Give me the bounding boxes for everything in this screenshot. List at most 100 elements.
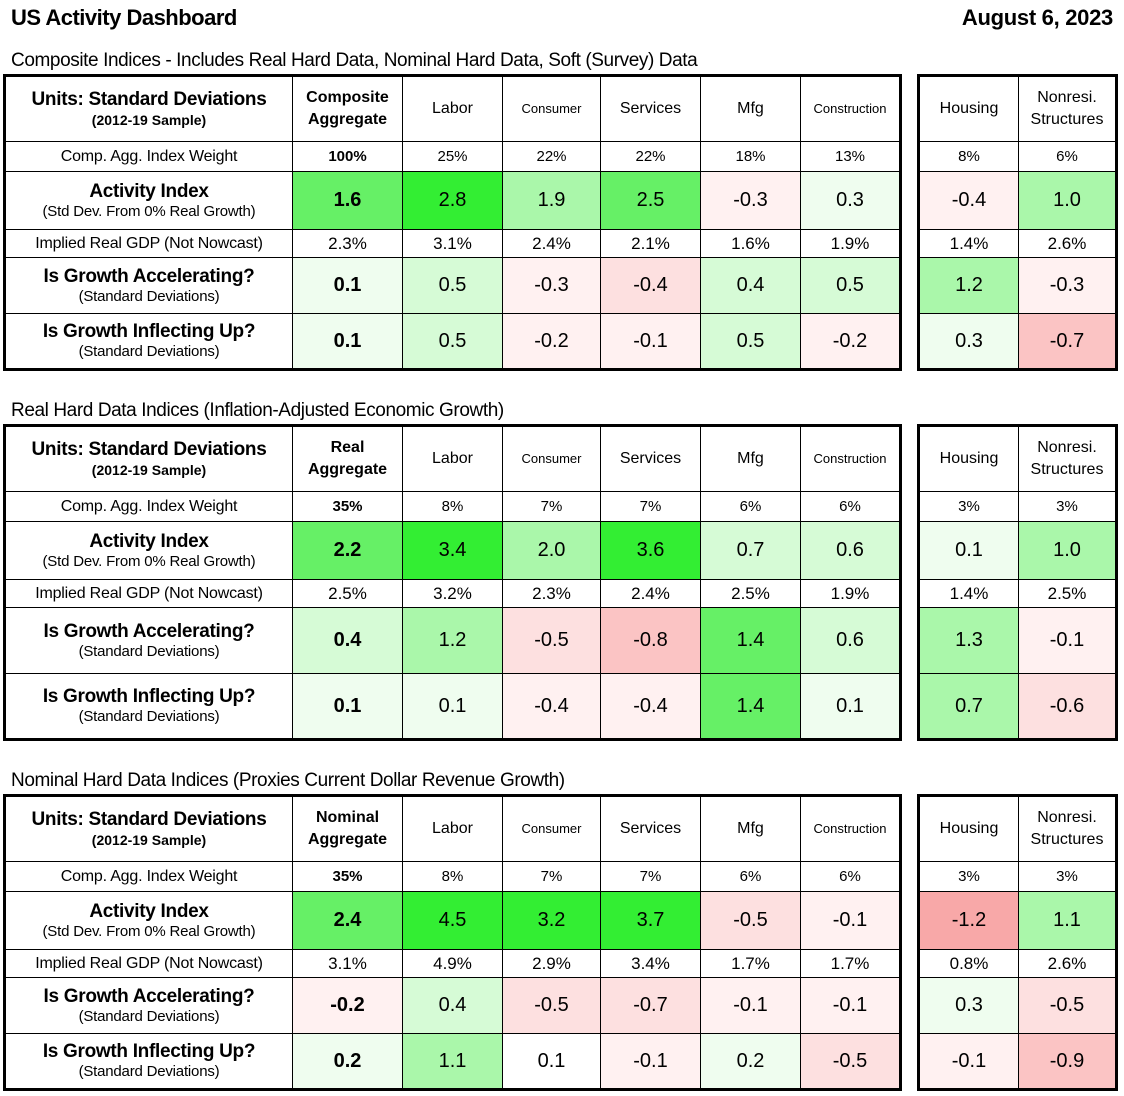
- activity-cell-value: 4.5: [438, 909, 467, 931]
- accelerating-cell-value: 0.4: [736, 274, 765, 296]
- table-row: Is Growth Inflecting Up? (Standard Deviat…: [4, 1033, 901, 1090]
- gdp-cell-value: 1.6%: [731, 233, 770, 253]
- inflecting-cell-value: -0.7: [1049, 329, 1085, 352]
- gdp-cell-value: 1.9%: [830, 233, 870, 253]
- weight-row-label-value: Comp. Agg. Index Weight: [60, 497, 238, 515]
- weight-cell-value: 6%: [839, 497, 861, 515]
- table-row: Comp. Agg. Index Weight 100% 25% 22% 22% 18% 1…: [4, 141, 901, 172]
- weight-cell-value: 3%: [958, 867, 980, 885]
- accelerating-cell-value: 1.2: [955, 274, 983, 296]
- accelerating-cell: -0.2: [292, 977, 403, 1034]
- column-header-construction-value: Construction: [813, 821, 887, 836]
- table-row: 1.3 -0.1: [918, 607, 1117, 674]
- aggregate-header-line-2: Aggregate: [307, 831, 388, 848]
- activity-cell-value: -0.1: [832, 909, 868, 931]
- inflecting-cell: -0.6: [1018, 673, 1117, 740]
- activity-cell-value: -1.2: [951, 909, 987, 931]
- column-header-labor: Labor: [402, 425, 503, 492]
- accelerating-cell: 1.4: [700, 607, 801, 674]
- activity-cell-value: 3.6: [636, 539, 665, 561]
- activity-cell-value: 0.3: [836, 189, 864, 211]
- column-header-construction: Construction: [800, 75, 901, 142]
- column-header-construction: Construction: [800, 795, 901, 862]
- column-header-construction-value: Construction: [813, 451, 887, 466]
- weight-cell-value: 100%: [328, 147, 367, 165]
- table-row: 1.4% 2.6%: [918, 229, 1117, 258]
- table-row: 0.7 -0.6: [918, 673, 1117, 740]
- weight-cell-value: 18%: [735, 147, 766, 165]
- inflecting-cell-value: -0.1: [633, 1049, 668, 1072]
- table-row: 3% 3%: [918, 861, 1117, 892]
- activity-cell-value: 0.7: [736, 539, 765, 561]
- aggregate-header-line-1: Composite: [306, 89, 389, 106]
- activity-cell: -0.4: [918, 171, 1019, 230]
- gdp-cell-value: 2.6%: [1047, 953, 1087, 973]
- accelerating-cell: -0.5: [502, 977, 601, 1034]
- units-label-line-1: Units: Standard Deviations: [31, 439, 267, 460]
- accelerating-cell: 0.4: [292, 607, 403, 674]
- accelerating-cell-value: 0.4: [333, 629, 362, 651]
- weight-cell: 7%: [600, 861, 701, 892]
- section-title: Composite Indices - Includes Real Hard D…: [11, 50, 698, 71]
- accelerating-cell-value: 0.3: [955, 994, 983, 1016]
- column-header-nonresidential-line-2: Structures: [1030, 461, 1104, 478]
- weight-cell: 3%: [1018, 861, 1117, 892]
- gdp-row-label: Implied Real GDP (Not Nowcast): [4, 949, 293, 978]
- table-row: Implied Real GDP (Not Nowcast) 2.3% 3.1% 2.…: [4, 229, 901, 258]
- gdp-cell-value: 2.1%: [631, 233, 670, 253]
- table-row: Implied Real GDP (Not Nowcast) 2.5% 3.2% 2.…: [4, 579, 901, 608]
- accelerating-cell-value: 0.4: [438, 994, 467, 1016]
- column-header-services: Services: [600, 425, 701, 492]
- activity-cell-value: 1.0: [1053, 539, 1081, 561]
- inflecting-row-label-line-1: Is Growth Inflecting Up?: [42, 686, 256, 707]
- activity-cell: 0.6: [800, 521, 901, 580]
- activity-cell: 3.7: [600, 891, 701, 950]
- inflecting-cell-value: 0.5: [438, 329, 467, 352]
- weight-cell-value: 8%: [958, 147, 980, 165]
- table-row: Comp. Agg. Index Weight 35% 8% 7% 7% 6% 6%: [4, 491, 901, 522]
- inflecting-cell-value: 0.5: [736, 329, 765, 352]
- gdp-row-label-value: Implied Real GDP (Not Nowcast): [35, 584, 263, 602]
- accelerating-cell: -0.4: [600, 257, 701, 314]
- column-header-nonresidential-line-1: Nonresi.: [1037, 89, 1097, 106]
- table-row: 0.3 -0.5: [918, 977, 1117, 1034]
- activity-cell-value: 3.7: [636, 909, 665, 931]
- activity-cell-value: 1.0: [1053, 189, 1081, 211]
- weight-cell: 7%: [502, 861, 601, 892]
- weight-cell: 3%: [918, 861, 1019, 892]
- accelerating-cell-value: -0.2: [330, 994, 365, 1016]
- weight-cell-value: 35%: [332, 867, 363, 885]
- weight-cell: 100%: [292, 141, 403, 172]
- column-header-labor: Labor: [402, 795, 503, 862]
- gdp-cell-value: 2.4%: [631, 583, 670, 603]
- table-row: Activity Index (Std Dev. From 0% Real Gro…: [4, 521, 901, 580]
- weight-cell-value: 6%: [739, 867, 762, 885]
- inflecting-cell: 0.1: [502, 1033, 601, 1090]
- column-header-nonresidential: Nonresi. Structures: [1018, 75, 1117, 142]
- activity-row-label: Activity Index (Std Dev. From 0% Real Gro…: [4, 891, 293, 950]
- accelerating-cell-value: 0.1: [333, 274, 362, 296]
- table-row: Is Growth Accelerating? (Standard Deviati…: [4, 977, 901, 1034]
- weight-cell: 6%: [700, 861, 801, 892]
- inflecting-row-label-line-1: Is Growth Inflecting Up?: [42, 1041, 256, 1062]
- aggregate-header: Composite Aggregate: [292, 75, 403, 142]
- gdp-cell-value: 2.6%: [1047, 233, 1087, 253]
- accelerating-row-label-line-1: Is Growth Accelerating?: [43, 265, 255, 287]
- activity-cell: 0.7: [700, 521, 801, 580]
- accelerating-row-label-line-2: (Standard Deviations): [78, 287, 220, 305]
- activity-cell: 1.6: [292, 171, 403, 230]
- table-row: Is Growth Inflecting Up? (Standard Deviat…: [4, 313, 901, 370]
- units-label-line-1: Units: Standard Deviations: [31, 809, 267, 830]
- table-row: Is Growth Accelerating? (Standard Deviati…: [4, 257, 901, 314]
- aggregate-header-line-2: Aggregate: [307, 461, 388, 478]
- weight-cell-value: 22%: [635, 147, 666, 165]
- weight-cell: 7%: [600, 491, 701, 522]
- column-header-nonresidential-line-1: Nonresi.: [1037, 809, 1097, 826]
- gdp-cell-value: 1.9%: [830, 583, 870, 603]
- table-row: Housing Nonresi. Structures: [918, 75, 1117, 142]
- gdp-cell-value: 3.1%: [328, 953, 367, 973]
- accelerating-row-label-line-1: Is Growth Accelerating?: [43, 620, 255, 642]
- activity-cell-value: 1.6: [333, 189, 362, 211]
- inflecting-cell: 0.5: [402, 313, 503, 370]
- accelerating-row-label: Is Growth Accelerating? (Standard Deviati…: [4, 607, 293, 674]
